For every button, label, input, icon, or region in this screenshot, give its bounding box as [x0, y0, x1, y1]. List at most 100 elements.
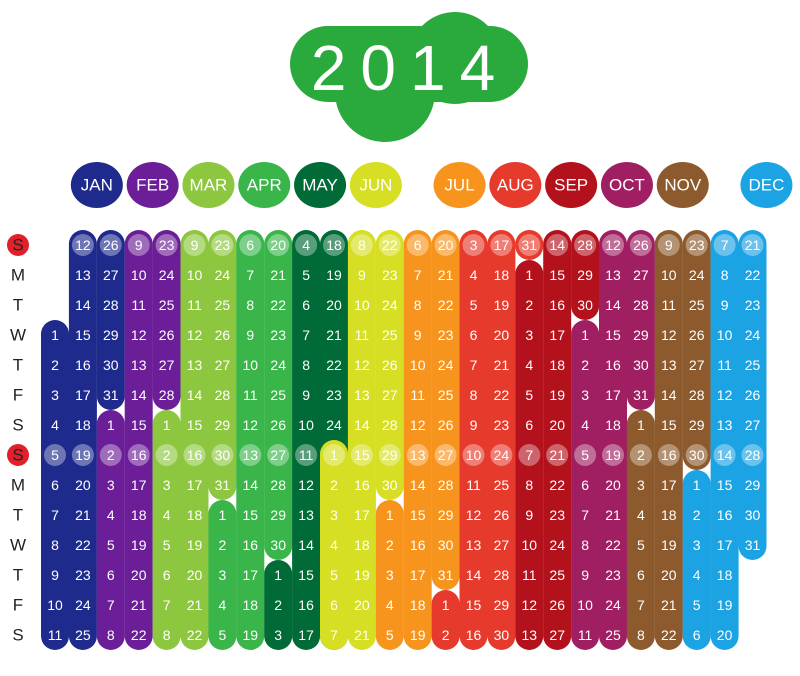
sunday-highlight	[378, 444, 401, 466]
day-number: 25	[75, 627, 91, 643]
weekday-label: T	[13, 356, 23, 375]
sunday-highlight	[211, 234, 234, 256]
day-number: 11	[662, 297, 677, 313]
day-number: 30	[689, 447, 705, 463]
day-number: 26	[270, 417, 286, 433]
sunday-highlight	[685, 234, 708, 256]
day-number: 12	[354, 357, 370, 373]
day-number: 18	[717, 567, 733, 583]
day-number: 13	[131, 357, 147, 373]
day-number: 21	[438, 267, 454, 283]
day-number: 21	[354, 627, 370, 643]
day-number: 2	[107, 447, 115, 463]
day-number: 16	[466, 627, 482, 643]
day-number: 14	[605, 297, 621, 313]
day-number: 23	[438, 327, 454, 343]
day-number: 13	[661, 357, 677, 373]
month-badge	[489, 162, 542, 208]
day-number: 13	[243, 447, 259, 463]
year-title: 2014	[311, 32, 509, 104]
day-number: 25	[605, 627, 621, 643]
day-number: 21	[745, 237, 761, 253]
day-number: 27	[633, 267, 649, 283]
day-number: 29	[382, 447, 398, 463]
day-number: 1	[330, 447, 338, 463]
day-number: 19	[605, 447, 621, 463]
day-number: 28	[438, 477, 454, 493]
sunday-highlight	[239, 444, 262, 466]
day-number: 16	[298, 597, 314, 613]
day-number: 12	[187, 327, 203, 343]
day-number: 12	[717, 387, 733, 403]
day-number: 8	[163, 627, 171, 643]
day-number: 13	[522, 627, 538, 643]
day-number: 17	[661, 477, 677, 493]
day-number: 26	[633, 237, 649, 253]
month: 1234567891011121314151617181920212223242…	[375, 162, 486, 650]
day-number: 15	[298, 567, 314, 583]
day-number: 20	[605, 477, 621, 493]
month-name: NOV	[664, 176, 702, 195]
sunday-highlight	[350, 234, 373, 256]
month-column	[626, 410, 655, 650]
day-number: 1	[107, 417, 115, 433]
sunday-highlight	[99, 234, 122, 256]
day-number: 29	[494, 597, 510, 613]
month-column	[431, 590, 460, 650]
day-number: 12	[605, 237, 621, 253]
day-number: 19	[661, 537, 677, 553]
day-number: 17	[549, 327, 565, 343]
day-number: 23	[605, 567, 621, 583]
day-number: 30	[438, 537, 454, 553]
day-number: 19	[549, 387, 565, 403]
day-number: 19	[187, 537, 203, 553]
day-number: 9	[470, 417, 478, 433]
day-number: 31	[438, 567, 454, 583]
day-number: 22	[270, 297, 286, 313]
day-number: 13	[717, 417, 733, 433]
day-number: 7	[525, 447, 533, 463]
day-number: 11	[578, 627, 593, 643]
day-number: 6	[470, 327, 478, 343]
day-number: 25	[382, 327, 398, 343]
day-number: 5	[637, 537, 645, 553]
day-number: 31	[633, 387, 649, 403]
day-number: 2	[525, 297, 533, 313]
day-number: 10	[717, 327, 733, 343]
day-number: 3	[107, 477, 115, 493]
day-number: 16	[410, 537, 426, 553]
day-number: 27	[549, 627, 565, 643]
day-number: 23	[549, 507, 565, 523]
day-number: 29	[103, 327, 119, 343]
day-number: 7	[302, 327, 310, 343]
day-number: 7	[637, 597, 645, 613]
sunday-highlight	[546, 234, 569, 256]
day-number: 6	[107, 567, 115, 583]
day-number: 20	[494, 327, 510, 343]
day-number: 11	[522, 567, 537, 583]
day-number: 4	[163, 507, 171, 523]
day-number: 4	[581, 417, 589, 433]
day-number: 19	[410, 627, 426, 643]
day-number: 10	[410, 357, 426, 373]
month-column	[626, 230, 655, 410]
sunday-highlight	[602, 234, 624, 256]
month-column	[599, 230, 627, 650]
month-column	[403, 230, 432, 650]
day-number: 24	[494, 447, 510, 463]
day-number: 22	[326, 357, 342, 373]
day-number: 8	[414, 297, 422, 313]
day-number: 22	[661, 627, 677, 643]
weekday-label: M	[11, 266, 25, 285]
day-number: 10	[131, 267, 147, 283]
day-number: 1	[693, 477, 701, 493]
day-number: 17	[354, 507, 370, 523]
day-number: 25	[215, 297, 231, 313]
weekday-label: S	[12, 236, 23, 255]
day-number: 14	[75, 297, 91, 313]
day-number: 16	[717, 507, 733, 523]
day-number: 12	[522, 597, 538, 613]
month-name: APR	[247, 176, 282, 195]
day-number: 24	[549, 537, 565, 553]
day-number: 22	[745, 267, 761, 283]
